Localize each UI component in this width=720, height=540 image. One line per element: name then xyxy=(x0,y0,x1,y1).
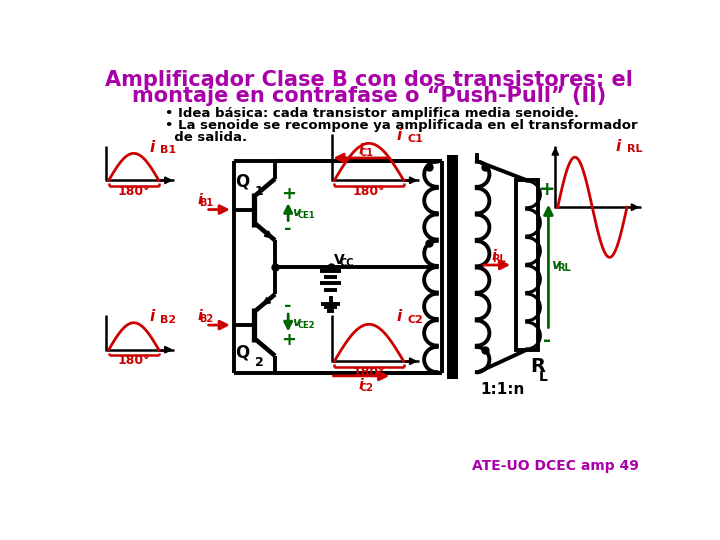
Text: 180°: 180° xyxy=(353,366,385,379)
Text: v: v xyxy=(552,258,560,272)
Text: V: V xyxy=(333,253,344,267)
Text: 180°: 180° xyxy=(117,185,150,198)
Text: +: + xyxy=(281,185,296,203)
Text: R: R xyxy=(531,357,546,376)
Text: montaje en contrafase o “Push-Pull” (II): montaje en contrafase o “Push-Pull” (II) xyxy=(132,86,606,106)
Text: 2: 2 xyxy=(255,356,264,369)
Text: Amplificador Clase B con dos transistores: el: Amplificador Clase B con dos transistore… xyxy=(105,70,633,90)
Text: i: i xyxy=(491,249,496,263)
Text: C2: C2 xyxy=(360,383,374,393)
Text: B1: B1 xyxy=(161,145,176,156)
Text: +: + xyxy=(281,332,296,349)
Text: RL: RL xyxy=(627,145,642,154)
Text: i: i xyxy=(359,378,364,392)
Text: CE1: CE1 xyxy=(297,211,315,220)
Text: i: i xyxy=(397,309,402,324)
Text: CC: CC xyxy=(340,259,354,268)
Text: -: - xyxy=(284,220,292,238)
Text: -: - xyxy=(543,331,551,350)
Text: C1: C1 xyxy=(360,148,374,158)
Text: Q: Q xyxy=(235,344,250,362)
Text: v: v xyxy=(292,316,300,329)
Text: 1:1:n: 1:1:n xyxy=(481,382,525,397)
Text: i: i xyxy=(150,309,155,324)
Text: -: - xyxy=(284,297,292,315)
Text: i: i xyxy=(359,143,364,157)
Text: L: L xyxy=(539,370,547,384)
Text: 1: 1 xyxy=(255,185,264,198)
Text: • Idea básica: cada transistor amplifica media senoide.: • Idea básica: cada transistor amplifica… xyxy=(165,107,579,120)
Text: Q: Q xyxy=(235,173,250,191)
Text: i: i xyxy=(150,140,155,154)
Text: 180°: 180° xyxy=(353,185,385,198)
FancyBboxPatch shape xyxy=(516,180,538,350)
Text: de salida.: de salida. xyxy=(165,131,247,144)
Text: B2: B2 xyxy=(199,314,213,324)
Text: RL: RL xyxy=(557,263,571,273)
Text: B1: B1 xyxy=(199,198,213,208)
Text: i: i xyxy=(616,139,621,154)
Text: • La senoide se recompone ya amplificada en el transformador: • La senoide se recompone ya amplificada… xyxy=(165,119,638,132)
Text: i: i xyxy=(197,193,202,207)
Text: C2: C2 xyxy=(408,315,423,325)
Text: C1: C1 xyxy=(408,134,423,144)
Text: ATE-UO DCEC amp 49: ATE-UO DCEC amp 49 xyxy=(472,459,639,473)
Text: i: i xyxy=(397,128,402,143)
Text: RL: RL xyxy=(492,254,506,264)
Text: v: v xyxy=(292,206,300,219)
Text: i: i xyxy=(197,309,202,323)
Text: 180°: 180° xyxy=(117,354,150,367)
Text: +: + xyxy=(539,180,555,199)
Text: CE2: CE2 xyxy=(297,321,315,330)
Text: B2: B2 xyxy=(161,315,176,325)
